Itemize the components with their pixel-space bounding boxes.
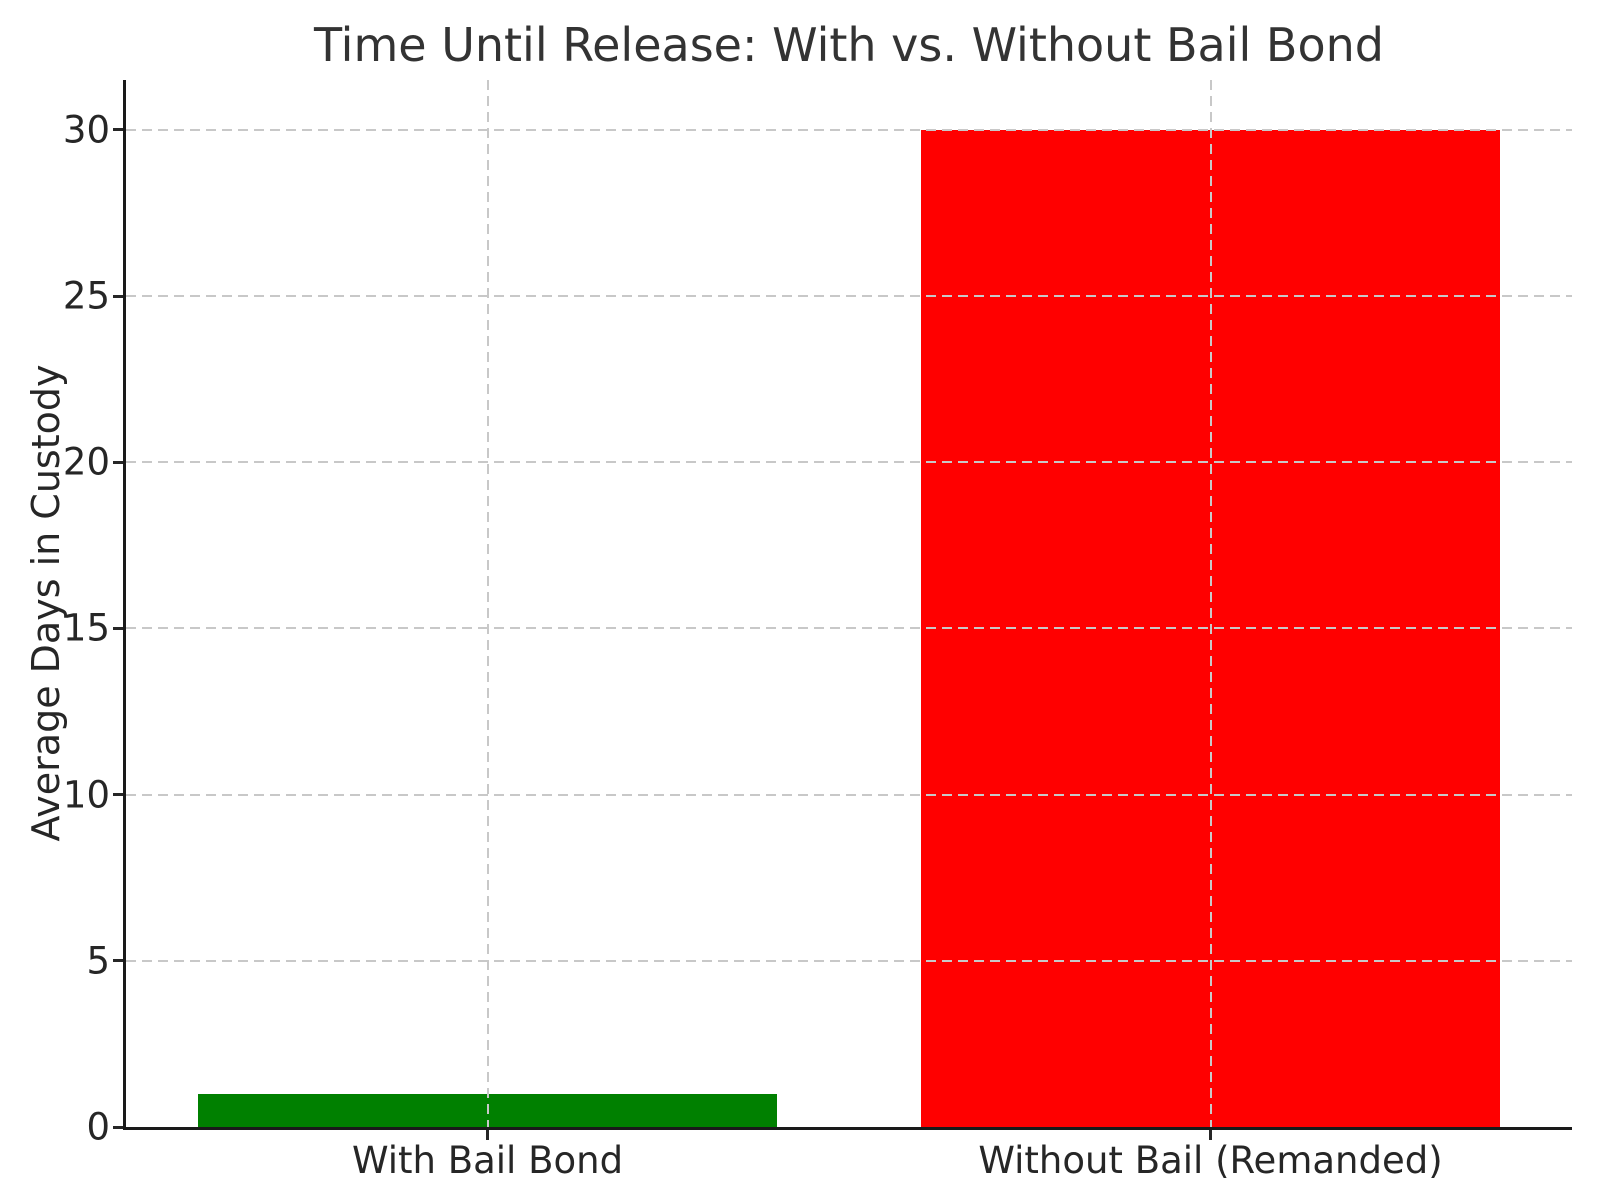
y-gridline — [126, 295, 1572, 298]
y-gridline — [126, 793, 1572, 796]
x-tick-label: Without Bail (Remanded) — [978, 1139, 1443, 1182]
y-tick-label: 10 — [62, 773, 110, 817]
y-tick-mark — [113, 128, 123, 132]
x-tick-label: With Bail Bond — [351, 1139, 624, 1182]
y-gridline — [126, 128, 1572, 131]
y-tick-mark — [113, 1125, 123, 1129]
y-tick-mark — [113, 959, 123, 963]
y-tick-mark — [113, 793, 123, 797]
chart-title: Time Until Release: With vs. Without Bai… — [314, 18, 1384, 72]
y-tick-label: 30 — [62, 108, 110, 152]
y-axis-label: Average Days in Custody — [24, 364, 68, 842]
y-tick-mark — [113, 460, 123, 464]
y-tick-label: 0 — [86, 1105, 110, 1149]
y-gridline — [126, 627, 1572, 630]
y-tick-label: 25 — [62, 274, 110, 318]
y-tick-label: 20 — [62, 440, 110, 484]
x-tick-mark — [1209, 1130, 1212, 1140]
y-tick-mark — [113, 294, 123, 298]
y-gridline — [126, 959, 1572, 962]
y-gridline — [126, 461, 1572, 464]
plot-area: With Bail Bond Without Bail (Remanded) 0 5 1… — [63, 80, 1572, 1182]
y-tick-label: 15 — [62, 606, 110, 650]
x-tick-mark — [486, 1130, 489, 1140]
y-axis-spine — [123, 80, 126, 1130]
y-tick-mark — [113, 626, 123, 630]
x-axis-spine — [123, 1127, 1572, 1130]
x-gridline — [486, 80, 489, 1127]
x-gridline — [1209, 80, 1212, 1127]
y-tick-label: 5 — [86, 939, 110, 983]
